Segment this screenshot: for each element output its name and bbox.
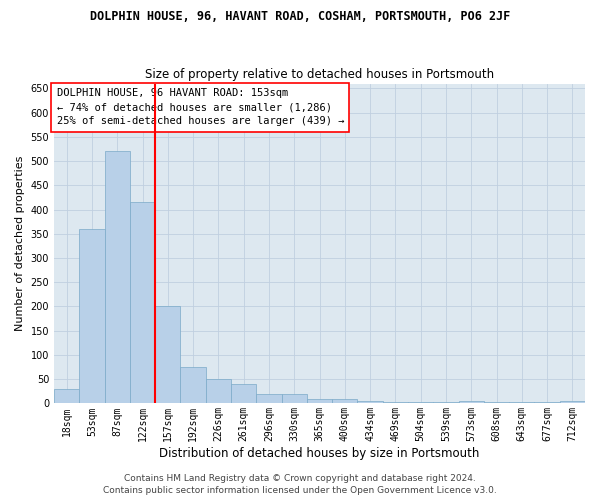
Bar	[231, 384, 256, 404]
Text: Contains HM Land Registry data © Crown copyright and database right 2024.
Contai: Contains HM Land Registry data © Crown c…	[103, 474, 497, 495]
Bar	[130, 202, 155, 404]
Bar	[433, 402, 458, 404]
Bar	[484, 402, 509, 404]
Bar	[509, 402, 535, 404]
Bar	[408, 402, 433, 404]
Bar	[181, 367, 206, 404]
Bar	[256, 394, 281, 404]
Bar	[281, 394, 307, 404]
Bar	[535, 402, 560, 404]
Y-axis label: Number of detached properties: Number of detached properties	[15, 156, 25, 331]
Bar	[307, 398, 332, 404]
Text: DOLPHIN HOUSE, 96 HAVANT ROAD: 153sqm
← 74% of detached houses are smaller (1,28: DOLPHIN HOUSE, 96 HAVANT ROAD: 153sqm ← …	[56, 88, 344, 126]
X-axis label: Distribution of detached houses by size in Portsmouth: Distribution of detached houses by size …	[160, 447, 480, 460]
Bar	[332, 398, 358, 404]
Bar	[560, 401, 585, 404]
Bar	[458, 401, 484, 404]
Bar	[79, 229, 104, 404]
Bar	[155, 306, 181, 404]
Bar	[358, 401, 383, 404]
Bar	[54, 389, 79, 404]
Text: DOLPHIN HOUSE, 96, HAVANT ROAD, COSHAM, PORTSMOUTH, PO6 2JF: DOLPHIN HOUSE, 96, HAVANT ROAD, COSHAM, …	[90, 10, 510, 23]
Title: Size of property relative to detached houses in Portsmouth: Size of property relative to detached ho…	[145, 68, 494, 81]
Bar	[383, 402, 408, 404]
Bar	[206, 379, 231, 404]
Bar	[104, 152, 130, 404]
